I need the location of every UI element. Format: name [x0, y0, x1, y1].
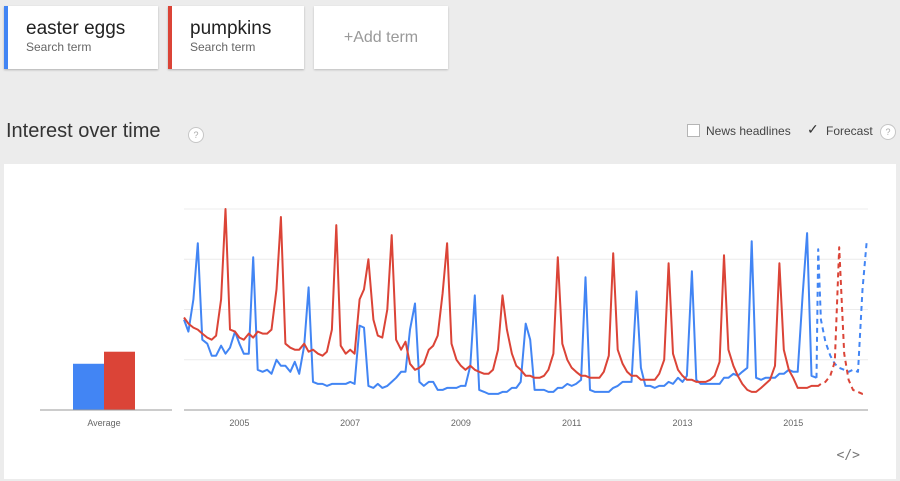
x-tick-label: 2009: [451, 418, 471, 428]
series-line: [183, 208, 817, 393]
chart-panel: Average 2005 2007 2009 2011 2013 2015 </>: [4, 164, 896, 479]
term-type-label: Search term: [26, 40, 92, 54]
term-card-easter-eggs[interactable]: easter eggs Search term: [4, 6, 158, 69]
help-icon[interactable]: ?: [880, 124, 896, 140]
x-tick-label: 2013: [672, 418, 692, 428]
series-line: [183, 232, 817, 395]
term-color-bar: [168, 6, 172, 69]
x-tick-label: 2011: [562, 418, 581, 428]
interest-over-time-chart: Average 2005 2007 2009 2011 2013 2015: [40, 208, 868, 428]
term-color-bar: [4, 6, 8, 69]
term-name: pumpkins: [190, 18, 272, 39]
forecast-line: [816, 246, 867, 395]
news-headlines-label: News headlines: [706, 124, 791, 138]
term-type-label: Search term: [190, 40, 256, 54]
add-term-button[interactable]: +Add term: [314, 6, 448, 69]
help-icon[interactable]: ?: [188, 127, 204, 143]
x-tick-label: 2007: [340, 418, 360, 428]
forecast-line: [815, 239, 868, 378]
news-headlines-checkbox[interactable]: [687, 124, 700, 137]
average-label: Average: [87, 418, 120, 428]
term-name: easter eggs: [26, 18, 126, 39]
average-bar: [104, 351, 135, 410]
check-icon: ✓: [807, 121, 819, 137]
x-tick-label: 2015: [783, 418, 803, 428]
forecast-checkbox[interactable]: ✓: [807, 121, 819, 137]
x-tick-label: 2005: [229, 418, 249, 428]
average-bar: [73, 363, 104, 410]
term-card-pumpkins[interactable]: pumpkins Search term: [168, 6, 304, 69]
embed-code-button[interactable]: </>: [836, 448, 860, 463]
forecast-label: Forecast: [826, 124, 873, 138]
section-title: Interest over time: [6, 120, 161, 142]
